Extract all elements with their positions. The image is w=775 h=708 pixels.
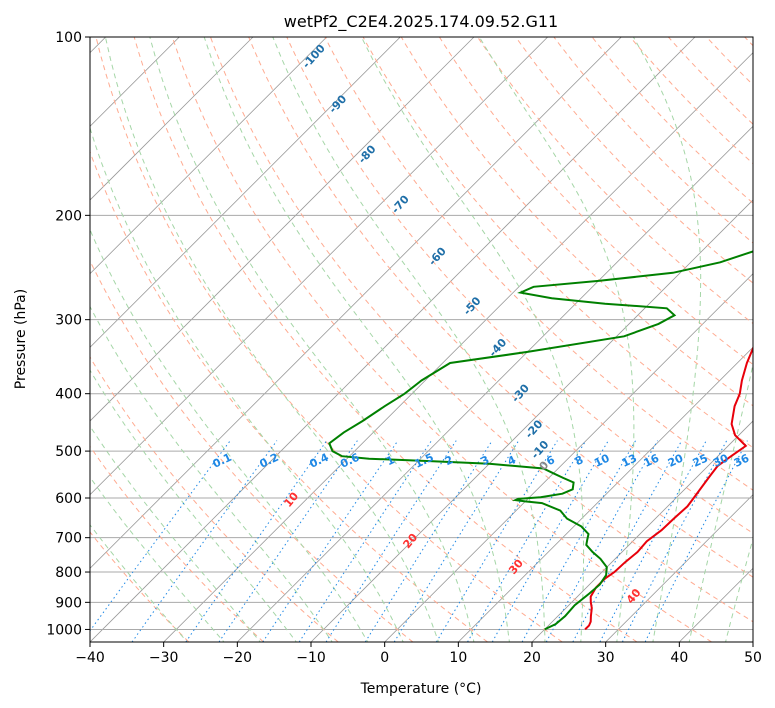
mixing-ratio-line <box>599 440 707 642</box>
mixing-ratio-line <box>521 440 637 642</box>
mixing-ratio-line <box>185 440 328 642</box>
y-tick-label: 1000 <box>46 622 82 638</box>
moist-adiabat-line <box>203 37 510 642</box>
moist-adiabat-line <box>149 37 475 642</box>
isotherm-line <box>605 494 753 642</box>
dry-adiabat-line <box>90 259 414 642</box>
x-tick-label: −10 <box>296 650 326 666</box>
y-tick-label: 600 <box>55 491 82 507</box>
dry-adiabat-line <box>90 356 339 642</box>
x-axis-ticks: −40 −30 −20 −10 0 10 20 30 40 50 <box>75 642 762 666</box>
isotherm-line <box>458 346 753 642</box>
moist-adiabat-line <box>478 37 635 642</box>
dry-adiabat-line <box>133 37 638 642</box>
plot-frame <box>89 36 754 643</box>
y-tick-label: 200 <box>55 208 82 224</box>
x-tick-label: 10 <box>449 650 467 666</box>
chart-title: wetPf2_C2E4.2025.174.09.52.G11 <box>284 12 558 32</box>
isotherm-line <box>90 37 401 348</box>
y-tick-label: 400 <box>55 387 82 403</box>
x-tick-label: 20 <box>523 650 541 666</box>
isotherm-line <box>90 37 548 496</box>
dry-adiabat-line <box>324 37 753 491</box>
mixing-ratio-label: 25 <box>691 452 710 470</box>
background-lines <box>90 37 753 642</box>
isotherm-line <box>90 37 475 422</box>
profiles <box>328 250 753 631</box>
y-tick-label: 100 <box>55 30 82 46</box>
dry-adiabat-line <box>210 37 753 623</box>
mixing-ratio-line <box>545 440 659 642</box>
moist-adiabat-line <box>90 369 297 642</box>
dry-adiabat-line <box>438 37 753 366</box>
mixing-ratio-label: 13 <box>620 452 639 470</box>
mixing-ratio-label: 20 <box>666 451 686 469</box>
x-tick-label: 50 <box>744 650 762 666</box>
dry-adiabat-line <box>248 37 753 578</box>
mixing-ratio-label: 16 <box>642 451 662 469</box>
mixing-ratio-label: 10 <box>592 451 612 469</box>
moist-adiabat-line <box>90 228 369 642</box>
dry-adiabat-line <box>90 531 190 642</box>
x-tick-label: 30 <box>597 650 615 666</box>
mixing-ratio-line <box>644 440 748 642</box>
y-axis-ticks: 100 200 300 400 500 600 700 800 900 1000 <box>46 30 90 638</box>
x-tick-label: −30 <box>149 650 179 666</box>
dry-adiabat-line <box>400 37 753 407</box>
isotherm-line <box>90 37 696 642</box>
mixing-ratio-line <box>364 440 493 642</box>
mixing-ratio-line <box>298 440 432 642</box>
moist-adiabat-line <box>272 37 546 642</box>
mixing-ratio-line <box>393 440 520 642</box>
mixing-ratio-label: 36 <box>732 451 752 469</box>
moist-adiabat-line <box>90 425 261 642</box>
mixing-ratio-line <box>621 440 728 642</box>
dry-adiabat-line <box>362 37 753 449</box>
mixing-ratio-line <box>491 440 609 642</box>
x-tick-label: −20 <box>223 650 253 666</box>
dry-adiabat-line <box>286 37 753 534</box>
x-axis-label: Temperature (°C) <box>360 681 482 697</box>
isotherm-line <box>531 420 753 642</box>
x-tick-label: 0 <box>380 650 389 666</box>
isotherm-line <box>90 37 254 201</box>
y-tick-label: 500 <box>55 444 82 460</box>
moist-adiabat-line <box>90 126 404 642</box>
moist-adiabat-line <box>360 37 585 642</box>
moist-adiabat-line <box>90 476 225 642</box>
isotherm-line <box>90 37 622 569</box>
x-tick-label: 40 <box>670 650 688 666</box>
moist-adiabat-line <box>104 37 440 642</box>
isotherm-line <box>237 125 753 642</box>
mixing-ratio-label: 30 <box>711 451 731 469</box>
moist-adiabat-line <box>90 305 333 642</box>
mixing-ratio-line <box>131 440 278 642</box>
y-tick-label: 700 <box>55 531 82 547</box>
x-tick-label: −40 <box>75 650 105 666</box>
dry-adiabat-line <box>95 37 563 642</box>
y-axis-label: Pressure (hPa) <box>13 289 29 389</box>
isotherm-line <box>90 37 327 275</box>
isotherm-line <box>384 273 753 642</box>
mixing-ratio-line <box>435 440 558 642</box>
mixing-ratio-line <box>467 440 587 642</box>
y-tick-label: 900 <box>55 595 82 611</box>
moist-adiabat-line <box>90 524 188 642</box>
y-tick-label: 800 <box>55 565 82 581</box>
isotherm-line <box>163 52 753 642</box>
y-tick-label: 300 <box>55 313 82 329</box>
dewpoint-line <box>328 250 753 631</box>
mixing-ratio-line <box>572 440 683 642</box>
